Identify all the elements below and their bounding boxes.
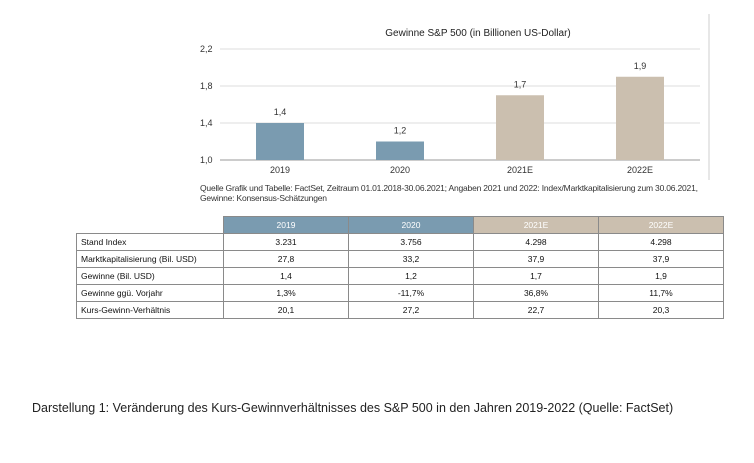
bar-2021e <box>496 95 544 160</box>
chart-source-note: Quelle Grafik und Tabelle: FactSet, Zeit… <box>200 183 698 203</box>
y-tick-label: 1,0 <box>200 155 213 165</box>
x-tick-label: 2022E <box>627 165 653 175</box>
table-header-2022e: 2022E <box>598 216 724 234</box>
table-cell: 1,9 <box>598 267 724 285</box>
table-cell: 22,7 <box>473 301 599 319</box>
table-cell: 4.298 <box>598 233 724 251</box>
table-cell: 33,2 <box>348 250 474 268</box>
row-label: Stand Index <box>76 233 224 251</box>
bar-2019 <box>256 123 304 160</box>
row-label: Gewinne ggü. Vorjahr <box>76 284 224 302</box>
table-cell: 1,4 <box>223 267 349 285</box>
table-row: Marktkapitalisierung (Bil. USD) 27,8 33,… <box>76 250 724 268</box>
table-cell: 1,7 <box>473 267 599 285</box>
row-label: Marktkapitalisierung (Bil. USD) <box>76 250 224 268</box>
table-cell: 27,2 <box>348 301 474 319</box>
y-tick-label: 1,8 <box>200 81 213 91</box>
table-cell: 11,7% <box>598 284 724 302</box>
chart-title: Gewinne S&P 500 (in Billionen US-Dollar) <box>385 28 570 39</box>
table-row: Gewinne ggü. Vorjahr 1,3% -11,7% 36,8% 1… <box>76 284 724 302</box>
table-cell: 37,9 <box>598 250 724 268</box>
data-label: 1,7 <box>514 79 527 89</box>
table-row: Kurs-Gewinn-Verhältnis 20,1 27,2 22,7 20… <box>76 301 724 319</box>
table-cell: 1,3% <box>223 284 349 302</box>
data-label: 1,2 <box>394 126 407 136</box>
y-tick-label: 2,2 <box>200 44 213 54</box>
bar-2020 <box>376 141 424 160</box>
table-row: Stand Index 3.231 3.756 4.298 4.298 <box>76 233 724 251</box>
row-label: Kurs-Gewinn-Verhältnis <box>76 301 224 319</box>
bar-2022e <box>616 76 664 160</box>
x-tick-label: 2019 <box>270 165 290 175</box>
metrics-table: 2019 2020 2021E 2022E Stand Index 3.231 … <box>76 216 724 319</box>
x-tick-label: 2021E <box>507 165 533 175</box>
y-tick-label: 1,4 <box>200 118 213 128</box>
table-cell: 3.756 <box>348 233 474 251</box>
table-cell: 20,3 <box>598 301 724 319</box>
table-cell: 20,1 <box>223 301 349 319</box>
data-label: 1,9 <box>634 61 647 71</box>
table-corner <box>77 217 224 234</box>
table-row: Gewinne (Bil. USD) 1,4 1,2 1,7 1,9 <box>76 267 724 285</box>
table-header-2020: 2020 <box>348 216 474 234</box>
table-cell: 36,8% <box>473 284 599 302</box>
table-cell: 37,9 <box>473 250 599 268</box>
table-header-row: 2019 2020 2021E 2022E <box>77 216 724 234</box>
figure-caption: Darstellung 1: Veränderung des Kurs-Gewi… <box>32 401 674 415</box>
row-label: Gewinne (Bil. USD) <box>76 267 224 285</box>
table-cell: -11,7% <box>348 284 474 302</box>
earnings-bar-chart: Gewinne S&P 500 (in Billionen US-Dollar)… <box>200 14 710 180</box>
table-cell: 27,8 <box>223 250 349 268</box>
table-header-2019: 2019 <box>223 216 349 234</box>
data-label: 1,4 <box>274 107 287 117</box>
table-cell: 3.231 <box>223 233 349 251</box>
table-cell: 1,2 <box>348 267 474 285</box>
x-tick-label: 2020 <box>390 165 410 175</box>
table-cell: 4.298 <box>473 233 599 251</box>
table-header-2021e: 2021E <box>473 216 599 234</box>
